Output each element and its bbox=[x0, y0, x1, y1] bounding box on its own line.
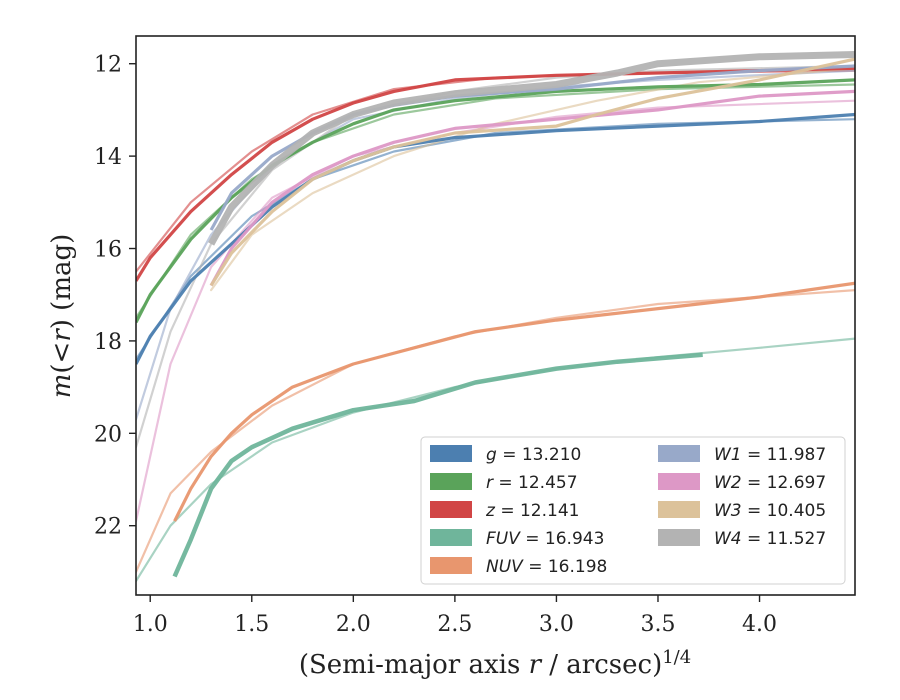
x-tick-label: 2.0 bbox=[336, 612, 371, 637]
legend-label-nuv: NUV = 16.198 bbox=[486, 557, 607, 577]
y-tick-label: 20 bbox=[94, 422, 122, 447]
legend-label-w1: W1 = 11.987 bbox=[714, 445, 826, 465]
profile-line-z bbox=[136, 66, 855, 282]
legend-label-w2: W2 = 12.697 bbox=[714, 473, 826, 493]
model-line-r bbox=[136, 83, 855, 319]
model-line-fuv bbox=[136, 337, 855, 583]
legend-item-r: r = 12.457 bbox=[430, 473, 578, 493]
legend-item-w3: W3 = 10.405 bbox=[658, 501, 826, 521]
legend-label-fuv: FUV = 16.943 bbox=[486, 529, 604, 549]
legend-frame bbox=[420, 436, 846, 585]
profile-line-w3 bbox=[209, 57, 855, 287]
legend-swatch-z bbox=[430, 501, 472, 518]
legend: g = 13.210 r = 12.457 z = 12.141 FUV = 16.9… bbox=[420, 436, 846, 585]
profile-line-w1 bbox=[209, 64, 855, 231]
legend-swatch-w3 bbox=[658, 501, 700, 518]
legend-label-r: r = 12.457 bbox=[486, 473, 578, 493]
profile-line-fuv bbox=[172, 352, 703, 578]
y-tick-label: 12 bbox=[94, 53, 122, 78]
x-tick-label: 3.0 bbox=[539, 612, 574, 637]
x-tick-label: 4.0 bbox=[742, 612, 777, 637]
legend-item-g: g = 13.210 bbox=[430, 445, 581, 465]
y-tick-label: 14 bbox=[94, 145, 122, 170]
x-tick-label: 2.5 bbox=[437, 612, 472, 637]
y-tick-label: 16 bbox=[94, 238, 122, 263]
legend-swatch-fuv bbox=[430, 529, 472, 546]
profile-line-w2 bbox=[209, 89, 855, 287]
legend-item-nuv: NUV = 16.198 bbox=[430, 557, 607, 577]
y-tick-label: 18 bbox=[94, 330, 122, 355]
legend-swatch-g bbox=[430, 445, 472, 462]
legend-swatch-w2 bbox=[658, 473, 700, 490]
x-axis-label: (Semi-major axis r / arcsec)1/4 bbox=[299, 647, 691, 680]
profile-line-w4 bbox=[208, 51, 855, 246]
legend-label-w3: W3 = 10.405 bbox=[714, 501, 826, 521]
y-axis-ticks: 12 14 16 18 20 22 bbox=[94, 53, 136, 540]
x-axis-ticks: 1.0 1.5 2.0 2.5 3.0 3.5 4.0 bbox=[133, 595, 777, 637]
legend-swatch-w1 bbox=[658, 445, 700, 462]
plot-area: 1.0 1.5 2.0 2.5 3.0 3.5 4.0 12 14 16 18 20 22 bbox=[94, 35, 856, 637]
y-tick-label: 22 bbox=[94, 515, 122, 540]
legend-item-fuv: FUV = 16.943 bbox=[430, 529, 604, 549]
y-axis-label: m(<r) (mag) bbox=[47, 234, 77, 399]
legend-item-w2: W2 = 12.697 bbox=[658, 473, 826, 493]
plot-frame bbox=[135, 35, 856, 596]
legend-item-w4: W4 = 11.527 bbox=[658, 529, 826, 549]
legend-swatch-r bbox=[430, 473, 472, 490]
legend-label-w4: W4 = 11.527 bbox=[714, 529, 826, 549]
legend-item-z: z = 12.141 bbox=[430, 501, 579, 521]
x-tick-label: 1.5 bbox=[234, 612, 269, 637]
legend-item-w1: W1 = 11.987 bbox=[658, 445, 826, 465]
legend-swatch-w4 bbox=[658, 529, 700, 546]
x-tick-label: 1.0 bbox=[133, 612, 168, 637]
series-layer bbox=[136, 51, 855, 583]
profile-line-nuv bbox=[173, 281, 855, 522]
x-tick-label: 3.5 bbox=[640, 612, 675, 637]
legend-label-z: z = 12.141 bbox=[485, 501, 579, 521]
legend-label-g: g = 13.210 bbox=[486, 445, 581, 465]
legend-swatch-nuv bbox=[430, 557, 472, 574]
profile-line-r bbox=[136, 78, 855, 324]
